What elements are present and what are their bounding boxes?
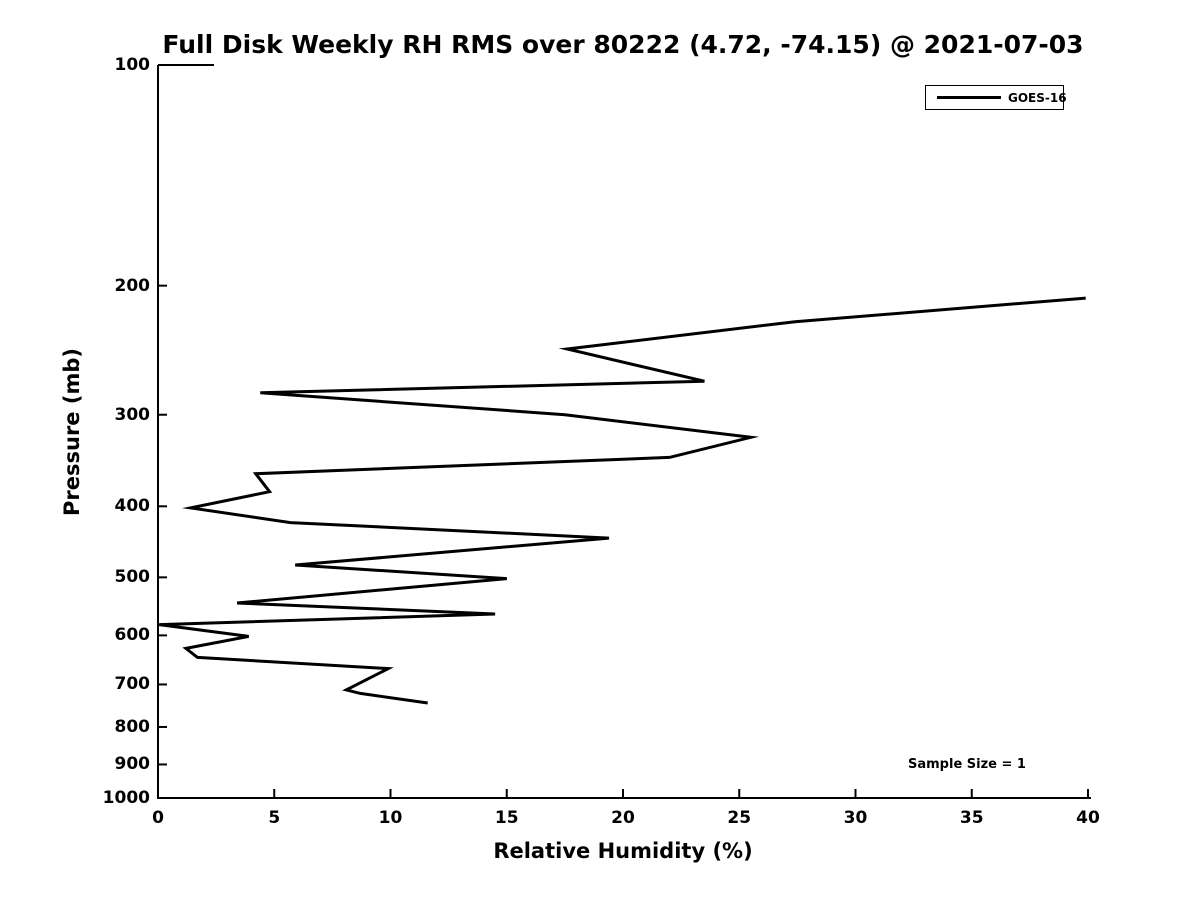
- x-tick-label: 0: [152, 808, 164, 828]
- x-tick-label: 35: [959, 808, 984, 828]
- y-tick-label: 400: [114, 496, 151, 517]
- y-tick-label: 100: [114, 55, 151, 75]
- y-axis-label: Pressure (mb): [60, 348, 84, 516]
- axis-spine: [157, 65, 1091, 799]
- axis-ticks: [157, 64, 1089, 799]
- legend: GOES-16: [925, 85, 1067, 110]
- y-tick-label: 600: [114, 625, 151, 646]
- legend-line-sample-icon: [937, 96, 1001, 99]
- x-tick-label: 25: [727, 808, 752, 828]
- data-polyline: [159, 296, 1086, 705]
- y-tick-label: 800: [114, 716, 151, 737]
- y-tick-label: 200: [114, 275, 151, 296]
- legend-label: GOES-16: [1008, 90, 1067, 105]
- x-tick-label: 10: [378, 808, 403, 828]
- x-tick-label: 40: [1076, 808, 1100, 828]
- x-tick-label: 15: [494, 808, 519, 828]
- y-tick-label: 1000: [102, 788, 150, 808]
- chart-title: Full Disk Weekly RH RMS over 80222 (4.72…: [162, 30, 1084, 59]
- y-tick-label: 700: [114, 674, 151, 695]
- x-axis-label: Relative Humidity (%): [493, 839, 753, 863]
- sample-size-annotation: Sample Size = 1: [908, 757, 1026, 772]
- y-tick-label: 300: [114, 404, 151, 425]
- axis-spines: [157, 64, 1091, 799]
- y-tick-label: 900: [114, 754, 151, 775]
- data-series: [159, 296, 1086, 705]
- x-tick-label: 20: [611, 808, 635, 828]
- x-tick-label: 30: [843, 808, 868, 828]
- y-tick-label: 500: [114, 567, 151, 588]
- x-tick-label: 5: [268, 808, 281, 828]
